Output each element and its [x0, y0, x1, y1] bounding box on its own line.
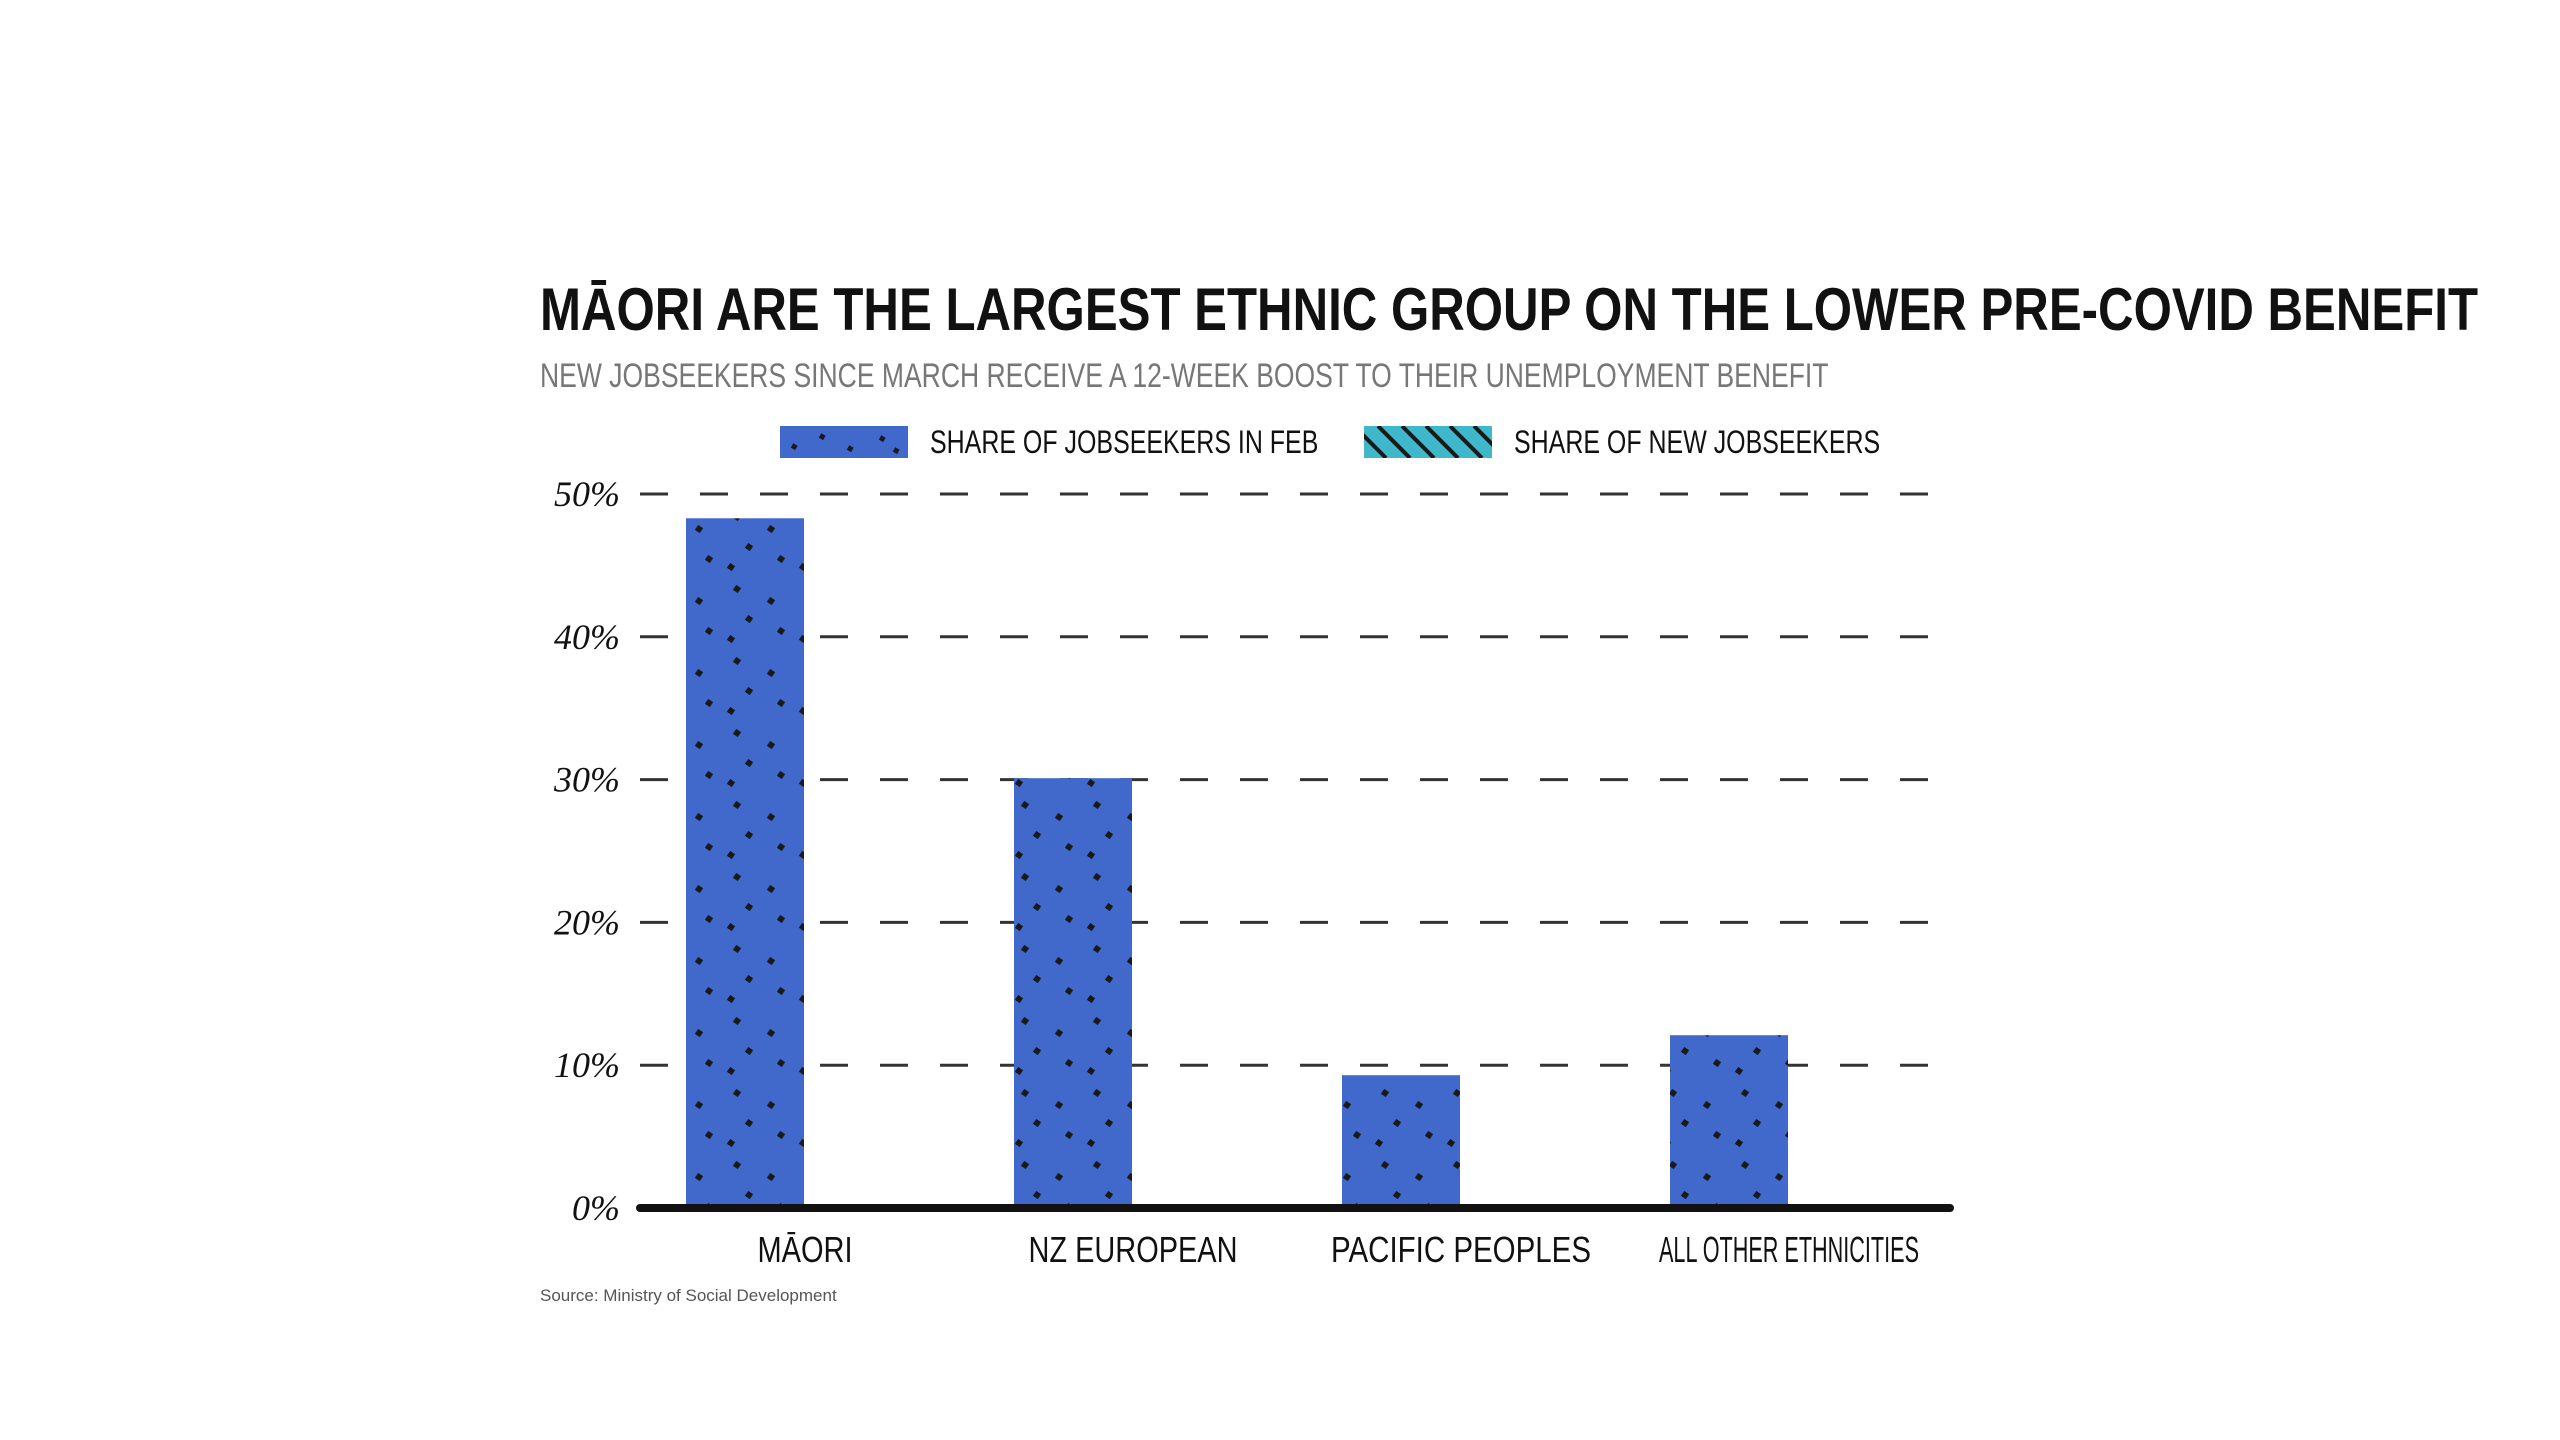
bar-feb-2 — [1342, 1075, 1460, 1208]
x-tick-label: ALL OTHER ETHNICITIES — [1659, 1229, 1919, 1270]
y-tick-label: 40% — [554, 617, 620, 657]
y-tick-label: 10% — [554, 1045, 620, 1085]
legend-swatch-hatch — [1364, 426, 1492, 458]
bars — [686, 518, 1788, 1208]
x-tick-label: MĀORI — [758, 1229, 853, 1270]
legend-swatch-dots — [780, 426, 908, 458]
bar-feb-0 — [686, 518, 804, 1208]
source-note: Source: Ministry of Social Development — [540, 1286, 837, 1305]
y-tick-label: 30% — [553, 760, 620, 800]
chart-title: MĀORI ARE THE LARGEST ETHNIC GROUP ON TH… — [540, 276, 2479, 343]
legend-label-feb: SHARE OF JOBSEEKERS IN FEB — [930, 424, 1319, 460]
y-axis-ticks: 0% 10% 20% 30% 40% 50% — [553, 474, 620, 1228]
legend-label-new: SHARE OF NEW JOBSEEKERS — [1514, 424, 1881, 460]
x-axis-labels: MĀORI NZ EUROPEAN PACIFIC PEOPLES ALL OTHER… — [758, 1229, 1920, 1270]
bar-feb-3 — [1670, 1035, 1788, 1208]
y-tick-label: 20% — [554, 902, 620, 942]
gridlines — [640, 492, 1950, 1067]
chart-subtitle: NEW JOBSEEKERS SINCE MARCH RECEIVE A 12-… — [540, 357, 1829, 395]
legend: SHARE OF JOBSEEKERS IN FEB SHARE OF NEW … — [780, 420, 1980, 464]
x-tick-label: PACIFIC PEOPLES — [1331, 1229, 1591, 1270]
bar-feb-1 — [1014, 778, 1132, 1208]
x-tick-label: NZ EUROPEAN — [1029, 1229, 1238, 1270]
y-tick-label: 50% — [554, 474, 620, 514]
y-tick-label: 0% — [572, 1188, 620, 1228]
